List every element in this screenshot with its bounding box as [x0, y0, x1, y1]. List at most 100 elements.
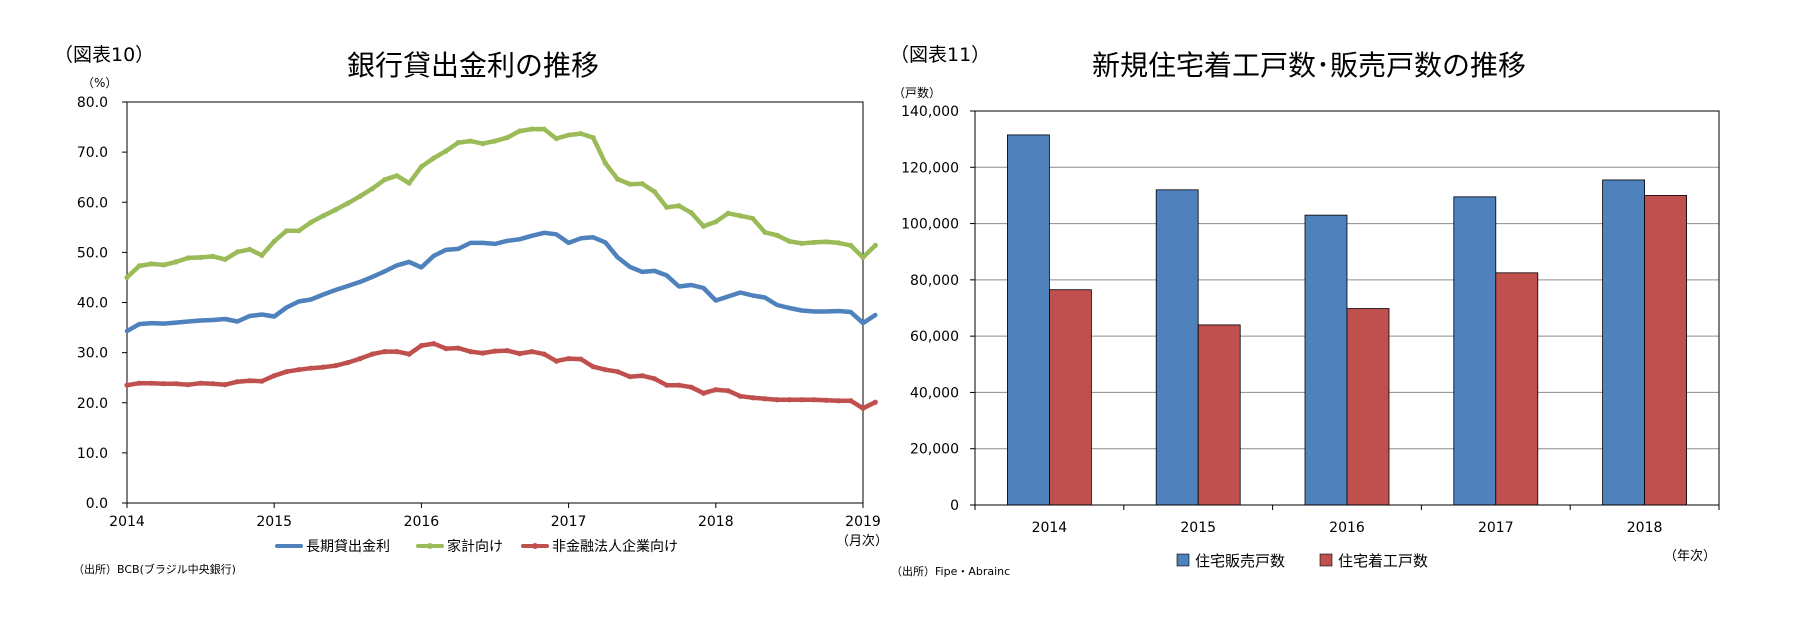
data-point [725, 388, 731, 394]
data-point [271, 373, 277, 379]
bar-starts [1049, 289, 1092, 506]
data-point [161, 262, 167, 268]
data-point [332, 207, 339, 213]
x-tick-label: 2015 [1180, 520, 1216, 536]
legend-marker [427, 543, 433, 549]
data-point [516, 128, 523, 134]
data-point [615, 176, 621, 182]
data-point [639, 373, 645, 379]
data-point [676, 203, 682, 209]
data-point [615, 369, 621, 375]
data-point [418, 343, 424, 349]
y-tick-label: 120,000 [901, 160, 959, 176]
data-point [590, 134, 596, 141]
right-source-note: （出所）Fipe・Abrainc [891, 565, 1011, 578]
x-tick-label: 2016 [404, 514, 440, 530]
data-point [811, 397, 817, 403]
x-tick-label: 2014 [1032, 520, 1068, 536]
y-tick-label: 80,000 [910, 273, 959, 289]
data-point [848, 242, 854, 248]
data-point [234, 249, 240, 255]
data-point [394, 349, 400, 355]
data-point [382, 177, 388, 183]
data-point [148, 380, 155, 386]
bar-starts [1197, 324, 1241, 506]
data-point [222, 256, 228, 262]
bar-starts [1495, 272, 1539, 506]
data-point [811, 239, 817, 245]
data-point [700, 390, 707, 396]
data-point [872, 399, 878, 405]
data-point [467, 349, 474, 355]
data-point [541, 126, 547, 132]
data-point [492, 348, 498, 354]
data-point [774, 232, 780, 238]
legend-label: 住宅販売戸数 [1195, 552, 1285, 570]
data-point [553, 358, 559, 364]
data-point [259, 252, 265, 258]
data-point [173, 259, 179, 265]
data-point [578, 130, 584, 137]
x-tick-label: 2014 [109, 514, 145, 530]
y-tick-label: 80.0 [77, 95, 108, 111]
data-point [296, 228, 302, 234]
data-point [124, 382, 130, 388]
data-point [443, 148, 449, 154]
bar-sales [1155, 189, 1199, 506]
data-point [627, 374, 633, 380]
data-point [860, 254, 866, 260]
y-tick-label: 10.0 [77, 446, 108, 462]
data-point [835, 398, 842, 404]
line-plot-frame [126, 101, 864, 504]
data-point [271, 238, 277, 244]
data-point [431, 341, 437, 347]
data-point [664, 382, 670, 388]
y-tick-label: 100,000 [901, 217, 959, 233]
data-point [320, 213, 326, 219]
data-point [357, 356, 363, 362]
data-point [566, 132, 572, 138]
left-x-unit: （月次） [836, 534, 889, 549]
data-point [529, 349, 535, 355]
data-point [602, 367, 609, 373]
data-point [688, 384, 694, 390]
y-tick-label: 60.0 [77, 195, 108, 211]
data-point [700, 223, 707, 229]
data-point [860, 405, 866, 411]
data-point [688, 210, 694, 216]
data-point [148, 261, 155, 267]
data-point [296, 367, 302, 373]
bar-sales [1453, 196, 1497, 506]
data-point [737, 393, 743, 399]
left-source-note: （出所）BCB(ブラジル中央銀行) [73, 563, 236, 576]
data-point [590, 364, 596, 370]
data-point [762, 396, 768, 402]
data-point [345, 200, 351, 206]
data-point [198, 254, 204, 260]
data-point [406, 180, 412, 186]
data-point [541, 351, 547, 357]
y-tick-label: 70.0 [77, 145, 108, 161]
data-point [492, 138, 498, 144]
data-point [651, 376, 658, 382]
data-point [602, 160, 609, 166]
data-point [173, 381, 179, 387]
y-tick-label: 30.0 [77, 346, 108, 362]
y-tick-label: 140,000 [901, 104, 959, 120]
y-tick-label: 20.0 [77, 396, 108, 412]
x-tick-label: 2018 [1627, 520, 1663, 536]
data-point [431, 155, 437, 161]
data-point [713, 387, 719, 393]
x-tick-label: 2019 [845, 514, 881, 530]
y-tick-label: 0 [950, 498, 959, 514]
right-chart-title: 新規住宅着工戸数･販売戸数の推移 [1092, 49, 1527, 82]
x-tick-label: 2017 [1478, 520, 1514, 536]
data-point [418, 164, 424, 170]
legend-label: 非金融法人企業向け [552, 538, 678, 555]
data-point [136, 263, 142, 269]
data-point [332, 363, 339, 369]
data-point [210, 253, 216, 259]
data-point [382, 349, 388, 355]
data-point [750, 215, 756, 221]
data-point [516, 351, 523, 357]
